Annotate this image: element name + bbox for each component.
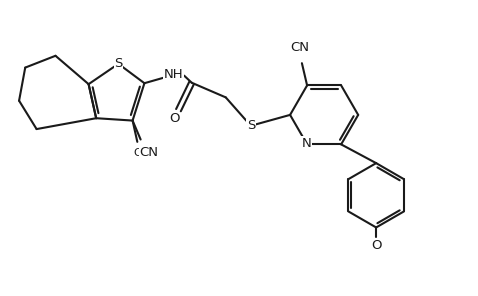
Text: N: N [301, 137, 311, 150]
Text: S: S [247, 119, 255, 132]
Text: NH: NH [164, 68, 184, 81]
Text: CN: CN [140, 146, 159, 159]
Text: O: O [371, 239, 381, 252]
Text: S: S [114, 57, 122, 70]
Text: C: C [133, 148, 141, 158]
Text: O: O [169, 112, 180, 125]
Text: CN: CN [291, 41, 310, 54]
